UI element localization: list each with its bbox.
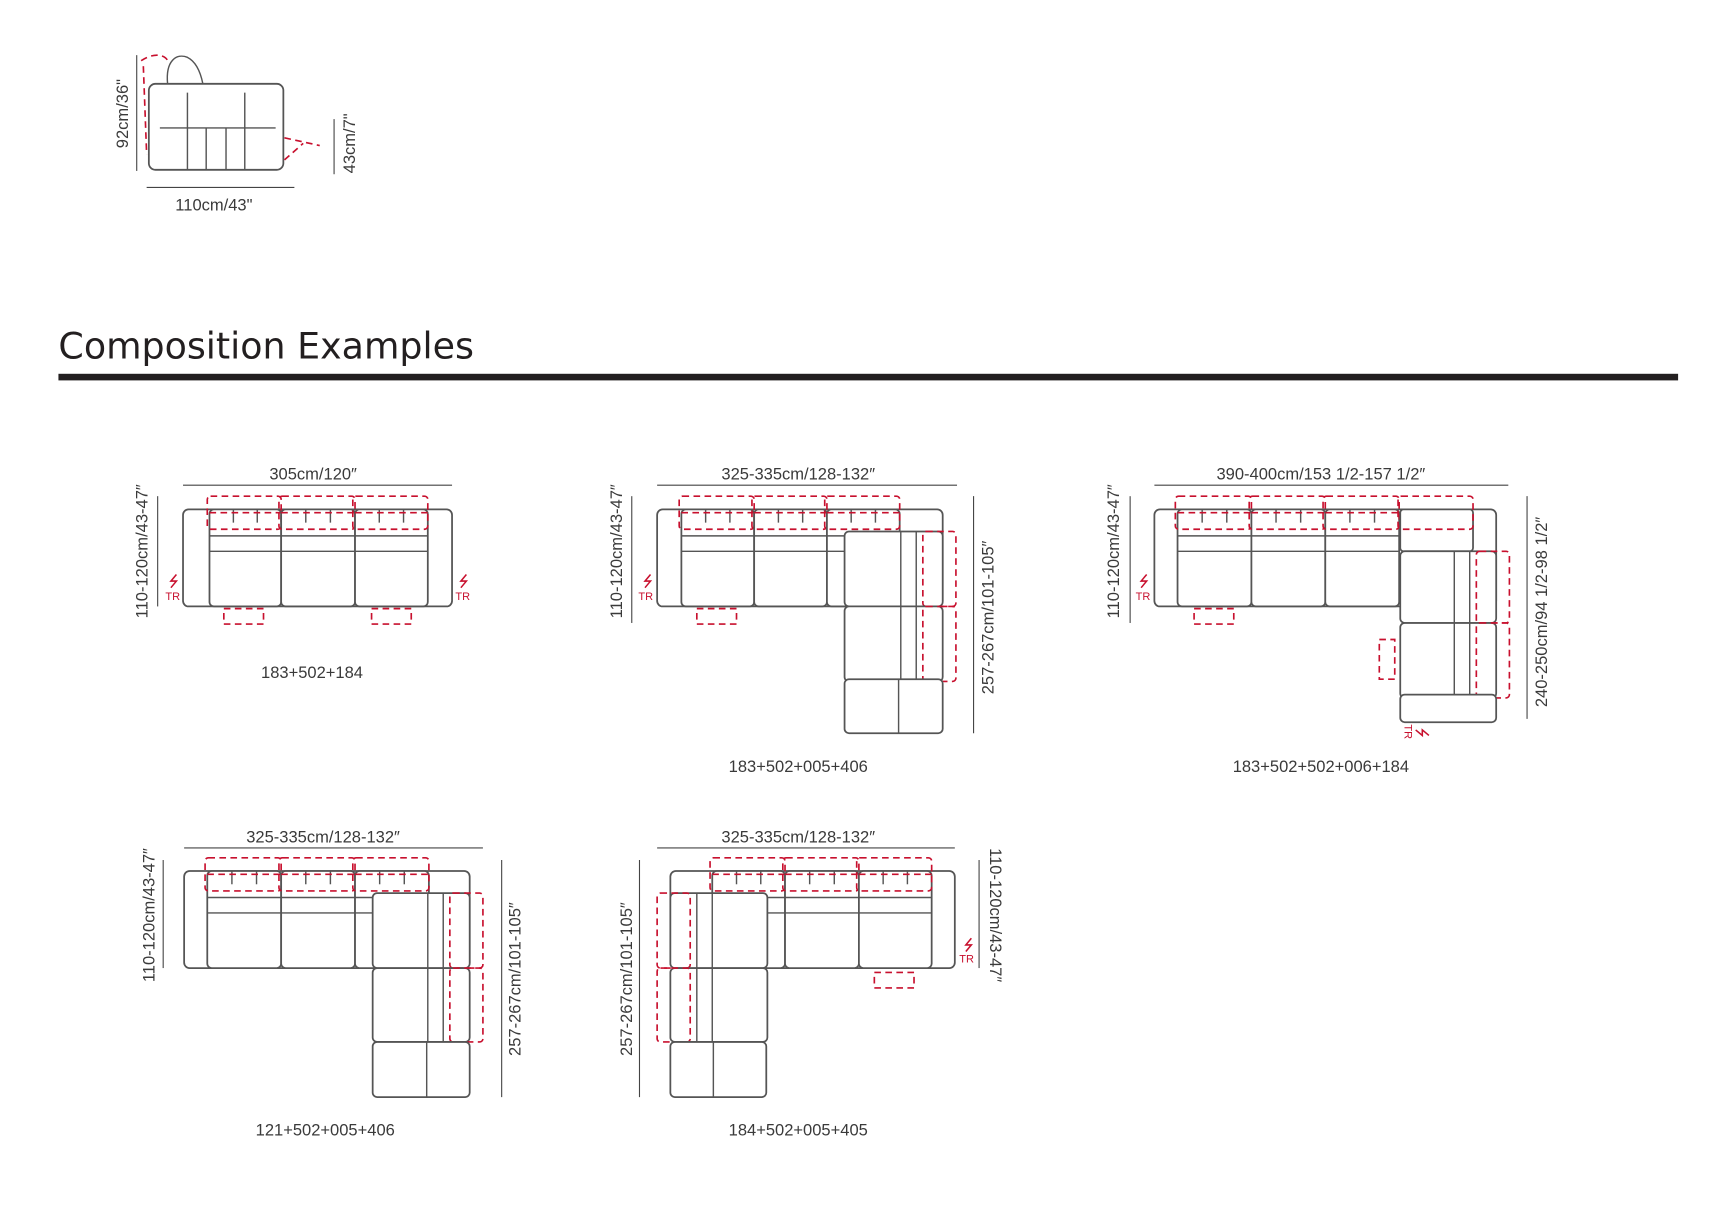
seat-module bbox=[280, 870, 356, 969]
comp5-code: 184+502+005+405 bbox=[729, 1121, 868, 1140]
side-recline-outline bbox=[140, 54, 169, 155]
seat-module bbox=[1399, 550, 1498, 624]
seat-module bbox=[371, 892, 471, 969]
seat-module bbox=[371, 967, 471, 1043]
recline-outline bbox=[751, 495, 828, 531]
recline-outline bbox=[204, 856, 282, 892]
comp1-width-label: 305cm/120″ bbox=[269, 465, 357, 484]
side-footrest-label: 43cm/7" bbox=[340, 113, 359, 173]
recline-outline bbox=[1248, 495, 1327, 531]
footrest-outline bbox=[370, 607, 413, 625]
recline-outline bbox=[922, 530, 957, 608]
side-footrest-outline bbox=[283, 137, 320, 161]
lightning-bolt-icon bbox=[459, 573, 469, 589]
recline-outline bbox=[278, 495, 356, 531]
seat-module bbox=[280, 508, 356, 608]
footrest-outline bbox=[222, 607, 265, 625]
chaise-end bbox=[843, 678, 944, 735]
chaise-end bbox=[669, 1041, 768, 1098]
seat-module bbox=[680, 508, 756, 608]
seat-module bbox=[669, 967, 769, 1043]
comp3-tr-left: TR bbox=[1136, 591, 1151, 603]
recline-outline bbox=[449, 967, 484, 1043]
section-title: Composition Examples bbox=[58, 324, 474, 367]
seat-module bbox=[784, 870, 860, 969]
side-view-body bbox=[147, 82, 285, 171]
recline-outline bbox=[656, 892, 692, 969]
seat-module bbox=[843, 605, 944, 683]
comp5-height-label: 110-120cm/43-47″ bbox=[986, 848, 1005, 982]
footrest-outline bbox=[695, 607, 738, 625]
seat-module bbox=[354, 508, 429, 608]
comp5-depth-label: 257-267cm/101-105″ bbox=[617, 902, 636, 1056]
comp3-depth-label: 240-250cm/94 1/2-98 1/2″ bbox=[1532, 517, 1551, 708]
side-view-headrest bbox=[166, 55, 204, 84]
comp5-width-label: 325-335cm/128-132″ bbox=[721, 827, 875, 846]
comp2-code: 183+502+005+406 bbox=[729, 757, 868, 776]
comp4-height-label: 110-120cm/43-47″ bbox=[139, 848, 158, 982]
comp2-tr: TR bbox=[638, 591, 653, 603]
comp3-code: 183+502+502+006+184 bbox=[1233, 757, 1409, 776]
recline-outline bbox=[1475, 622, 1511, 699]
comp2-height-label: 110-120cm/43-47″ bbox=[607, 484, 626, 618]
comp4-code: 121+502+005+406 bbox=[256, 1121, 395, 1140]
recline-outline bbox=[1174, 495, 1253, 531]
comp3-tr-bottom: TR bbox=[1402, 724, 1414, 739]
footrest-outline bbox=[1378, 638, 1396, 681]
lightning-bolt-icon bbox=[169, 573, 179, 589]
recline-outline bbox=[781, 856, 860, 892]
recline-outline bbox=[206, 495, 282, 531]
lightning-bolt-icon bbox=[1415, 728, 1430, 738]
seat-module bbox=[669, 892, 769, 969]
comp4-width-label: 325-335cm/128-132″ bbox=[246, 827, 400, 846]
seat-module bbox=[206, 870, 283, 969]
seat-module bbox=[753, 508, 828, 608]
comp2-width-label: 325-335cm/128-132″ bbox=[721, 465, 875, 484]
side-height-label: 92cm/36" bbox=[113, 79, 132, 148]
recline-outline bbox=[449, 892, 484, 969]
comp1-tr-left: TR bbox=[165, 591, 180, 603]
chaise-end bbox=[371, 1041, 471, 1098]
seat-module bbox=[858, 870, 933, 969]
comp5-tr: TR bbox=[959, 954, 974, 966]
recline-outline bbox=[656, 967, 692, 1043]
corner-module bbox=[1399, 508, 1474, 553]
chaise-end bbox=[1399, 693, 1498, 724]
seat-module bbox=[1324, 508, 1401, 608]
heading-rule bbox=[58, 373, 1679, 381]
recline-outline bbox=[1322, 495, 1400, 531]
lightning-bolt-icon bbox=[964, 937, 974, 953]
seat-module bbox=[1176, 508, 1253, 608]
recline-outline bbox=[709, 856, 786, 892]
comp1-height-label: 110-120cm/43-47″ bbox=[133, 484, 152, 618]
comp4-depth-label: 257-267cm/101-105″ bbox=[505, 902, 524, 1056]
comp2-depth-label: 257-267cm/101-105″ bbox=[978, 540, 997, 694]
recline-outline bbox=[351, 495, 429, 531]
lightning-bolt-icon bbox=[643, 573, 653, 589]
footrest-outline bbox=[1193, 607, 1235, 625]
recline-outline bbox=[855, 856, 933, 892]
seat-module bbox=[843, 530, 944, 608]
recline-outline bbox=[922, 605, 957, 683]
lightning-bolt-icon bbox=[1139, 573, 1149, 589]
recline-outline bbox=[278, 856, 356, 892]
comp1-tr-right: TR bbox=[455, 591, 470, 603]
recline-outline bbox=[1397, 495, 1474, 531]
comp1-code: 183+502+184 bbox=[261, 663, 363, 682]
side-depth-label: 110cm/43" bbox=[175, 196, 252, 215]
recline-outline bbox=[823, 495, 901, 531]
seat-module bbox=[208, 508, 283, 608]
recline-outline bbox=[351, 856, 430, 892]
comp3-height-label: 110-120cm/43-47″ bbox=[1104, 484, 1123, 618]
footrest-outline bbox=[873, 971, 915, 989]
seat-module bbox=[1250, 508, 1327, 608]
seat-module bbox=[1399, 622, 1498, 699]
comp3-width-label: 390-400cm/153 1/2-157 1/2″ bbox=[1216, 465, 1425, 484]
recline-outline bbox=[678, 495, 755, 531]
